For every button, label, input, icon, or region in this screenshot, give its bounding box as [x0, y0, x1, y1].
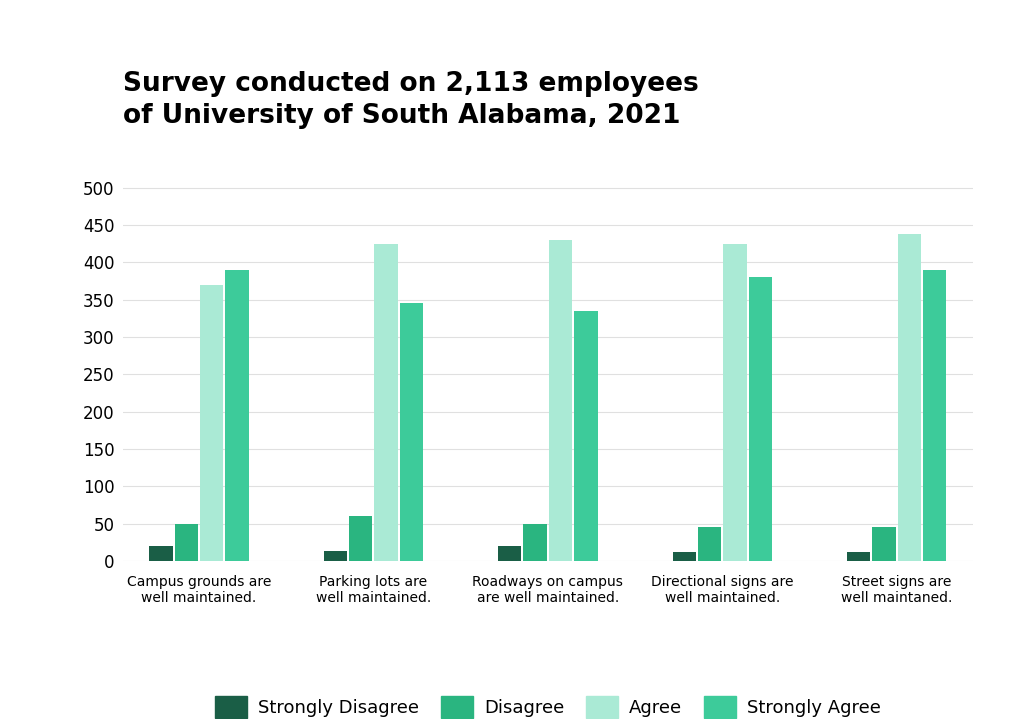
Bar	[399, 303, 423, 561]
Bar	[498, 546, 521, 561]
Bar	[872, 527, 896, 561]
Bar	[673, 552, 696, 561]
Bar	[923, 270, 946, 561]
Bar	[549, 240, 572, 561]
Bar	[225, 270, 249, 561]
Bar	[698, 527, 721, 561]
Bar	[723, 244, 746, 561]
Bar	[749, 278, 772, 561]
Bar	[898, 234, 921, 561]
Bar	[523, 523, 547, 561]
Bar	[349, 516, 373, 561]
Bar	[847, 552, 870, 561]
Text: Survey conducted on 2,113 employees
of University of South Alabama, 2021: Survey conducted on 2,113 employees of U…	[123, 71, 698, 129]
Bar	[150, 546, 173, 561]
Bar	[200, 285, 223, 561]
Legend: Strongly Disagree, Disagree, Agree, Strongly Agree: Strongly Disagree, Disagree, Agree, Stro…	[207, 689, 889, 719]
Bar	[324, 551, 347, 561]
Bar	[175, 523, 198, 561]
Bar	[375, 244, 397, 561]
Bar	[574, 311, 598, 561]
